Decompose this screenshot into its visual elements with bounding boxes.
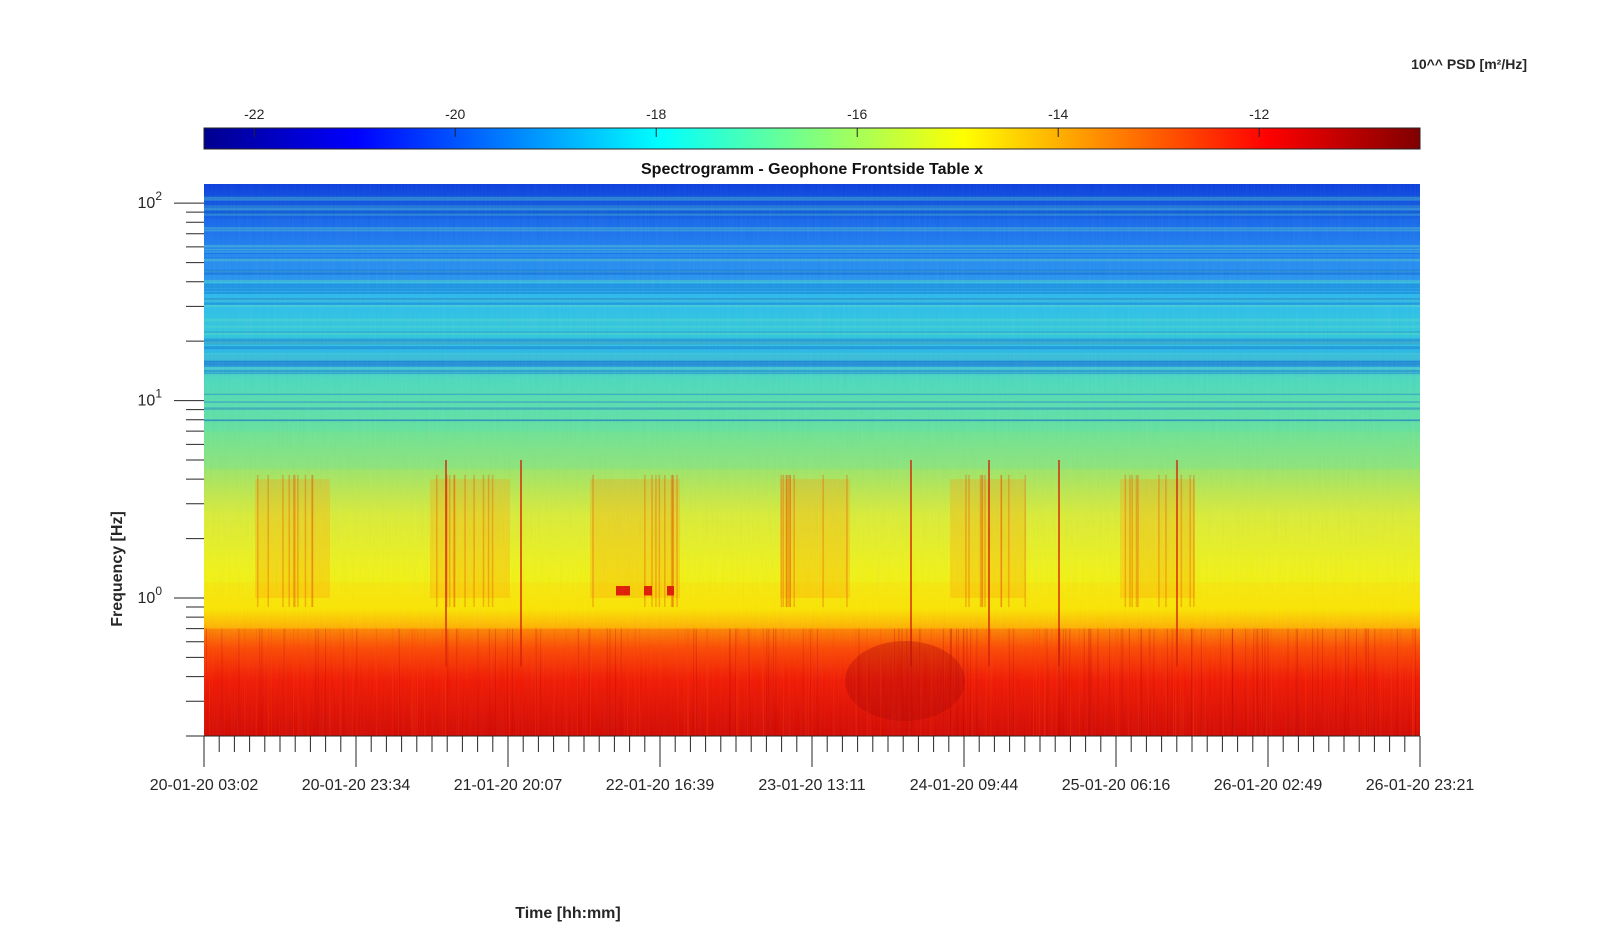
y-tick-label: 100 xyxy=(138,584,163,607)
colorbar-tick-label: -22 xyxy=(244,106,264,122)
x-tick-label: 22-01-20 16:39 xyxy=(606,777,715,794)
colorbar-label: 10^^ PSD [m²/Hz] xyxy=(1411,56,1527,72)
colorbar: -22 -20 -18 -16 -14 -12 10^^ PSD [m²/Hz] xyxy=(203,56,1527,150)
colorbar-tick-label: -12 xyxy=(1249,106,1269,122)
x-tick-label: 26-01-20 02:49 xyxy=(1214,777,1323,794)
y-tick-base: 10 xyxy=(138,393,156,410)
colorbar-tick-label: -16 xyxy=(847,106,867,122)
y-tick-label: 102 xyxy=(138,189,163,212)
x-tick-label: 20-01-20 23:34 xyxy=(302,777,411,794)
y-tick-exponent: 0 xyxy=(155,584,162,598)
y-tick-exponent: 2 xyxy=(155,189,162,203)
x-axis: 20-01-20 03:02 20-01-20 23:34 21-01-20 20:… xyxy=(150,735,1475,794)
x-axis-label: Time [hh:mm] xyxy=(515,905,620,922)
colorbar-tick-label: -20 xyxy=(445,106,465,122)
x-tick-label: 26-01-20 23:21 xyxy=(1366,777,1475,794)
x-tick-label: 24-01-20 09:44 xyxy=(910,777,1019,794)
x-tick-label: 23-01-20 13:11 xyxy=(758,777,865,794)
chart-title: Spectrogramm - Geophone Frontside Table … xyxy=(641,161,983,178)
colorbar-gradient xyxy=(203,127,1421,150)
y-axis-label: Frequency [Hz] xyxy=(109,511,126,627)
y-tick-label: 101 xyxy=(138,387,163,410)
x-tick-label: 20-01-20 03:02 xyxy=(150,777,259,794)
colorbar-ticks: -22 -20 -18 -16 -14 -12 xyxy=(244,106,1270,137)
y-tick-base: 10 xyxy=(138,195,156,212)
y-tick-base: 10 xyxy=(138,590,156,607)
colorbar-tick-label: -14 xyxy=(1048,106,1068,122)
x-tick-label: 25-01-20 06:16 xyxy=(1062,777,1171,794)
y-tick-exponent: 1 xyxy=(155,387,162,401)
colorbar-tick-label: -18 xyxy=(646,106,666,122)
spectrogram-plot-area xyxy=(204,184,1420,736)
x-tick-label: 21-01-20 20:07 xyxy=(454,777,563,794)
spectrogram-noise xyxy=(204,184,1420,736)
